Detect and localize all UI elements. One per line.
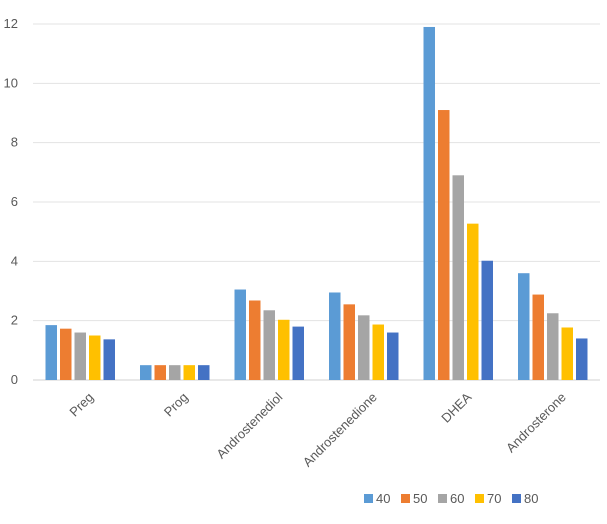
bar-50 [249,300,261,380]
bar-70 [183,365,195,380]
bar-40 [423,26,435,380]
legend-item-80: 80 [512,491,538,506]
bar-group-androstenediol [234,289,304,380]
bar-70 [89,335,101,380]
bar-40 [234,289,246,380]
category-label: DHEA [438,389,474,425]
bar-50 [60,328,72,380]
bar-80 [198,365,210,380]
bar-80 [292,326,304,380]
bar-70 [278,319,290,380]
y-tick-label: 4 [11,253,18,268]
bar-group-prog [140,365,210,380]
bar-60 [547,313,559,380]
legend-label: 80 [524,491,538,506]
gridlines [33,23,600,381]
legend-item-50: 50 [401,491,427,506]
legend-item-60: 60 [438,491,464,506]
legend-swatch [401,494,410,503]
bar-80 [387,332,399,380]
bar-60 [263,310,275,380]
bar-60 [452,175,464,380]
legend-swatch [475,494,484,503]
bar-40 [140,365,152,380]
bar-70 [561,327,573,380]
y-tick-label: 0 [11,372,18,387]
category-label: Preg [66,390,96,420]
category-label: Prog [161,390,191,420]
legend-label: 60 [450,491,464,506]
bar-50 [154,365,166,380]
bar-80 [481,260,493,380]
bar-70 [467,223,479,380]
category-label: Androstenedione [300,390,380,470]
legend-label: 50 [413,491,427,506]
bar-50 [532,294,544,380]
bar-40 [45,325,57,380]
legend-swatch [364,494,373,503]
bar-70 [372,324,384,380]
y-tick-label: 2 [11,313,18,328]
bar-80 [103,339,115,380]
legend-label: 70 [487,491,501,506]
bar-60 [358,315,370,380]
legend-swatch [512,494,521,503]
x-axis-categories: Preg Prog Androstenediol Androstenedione DHE… [66,389,569,469]
bar-60 [169,365,181,380]
legend-swatch [438,494,447,503]
y-tick-label: 10 [4,75,18,90]
bar-50 [343,304,355,380]
category-label: Androsterone [503,390,569,456]
y-axis-ticks: 0 2 4 6 8 10 12 [4,16,18,387]
legend-item-40: 40 [364,491,390,506]
bar-group-dhea [423,26,493,381]
bar-group-preg [45,325,115,380]
bar-40 [329,292,341,380]
bar-60 [74,332,86,380]
category-label: Androstenediol [213,389,285,461]
y-tick-label: 8 [11,135,18,150]
y-tick-label: 6 [11,194,18,209]
legend-item-70: 70 [475,491,501,506]
bar-40 [518,273,530,380]
legend-label: 40 [376,491,390,506]
bar-groups [45,26,588,381]
bar-50 [438,110,450,381]
bar-group-androstenedione [329,292,399,380]
y-tick-label: 12 [4,16,18,31]
legend: 40 50 60 70 80 [364,491,538,506]
bar-80 [576,338,588,380]
bar-group-androsterone [518,273,588,380]
